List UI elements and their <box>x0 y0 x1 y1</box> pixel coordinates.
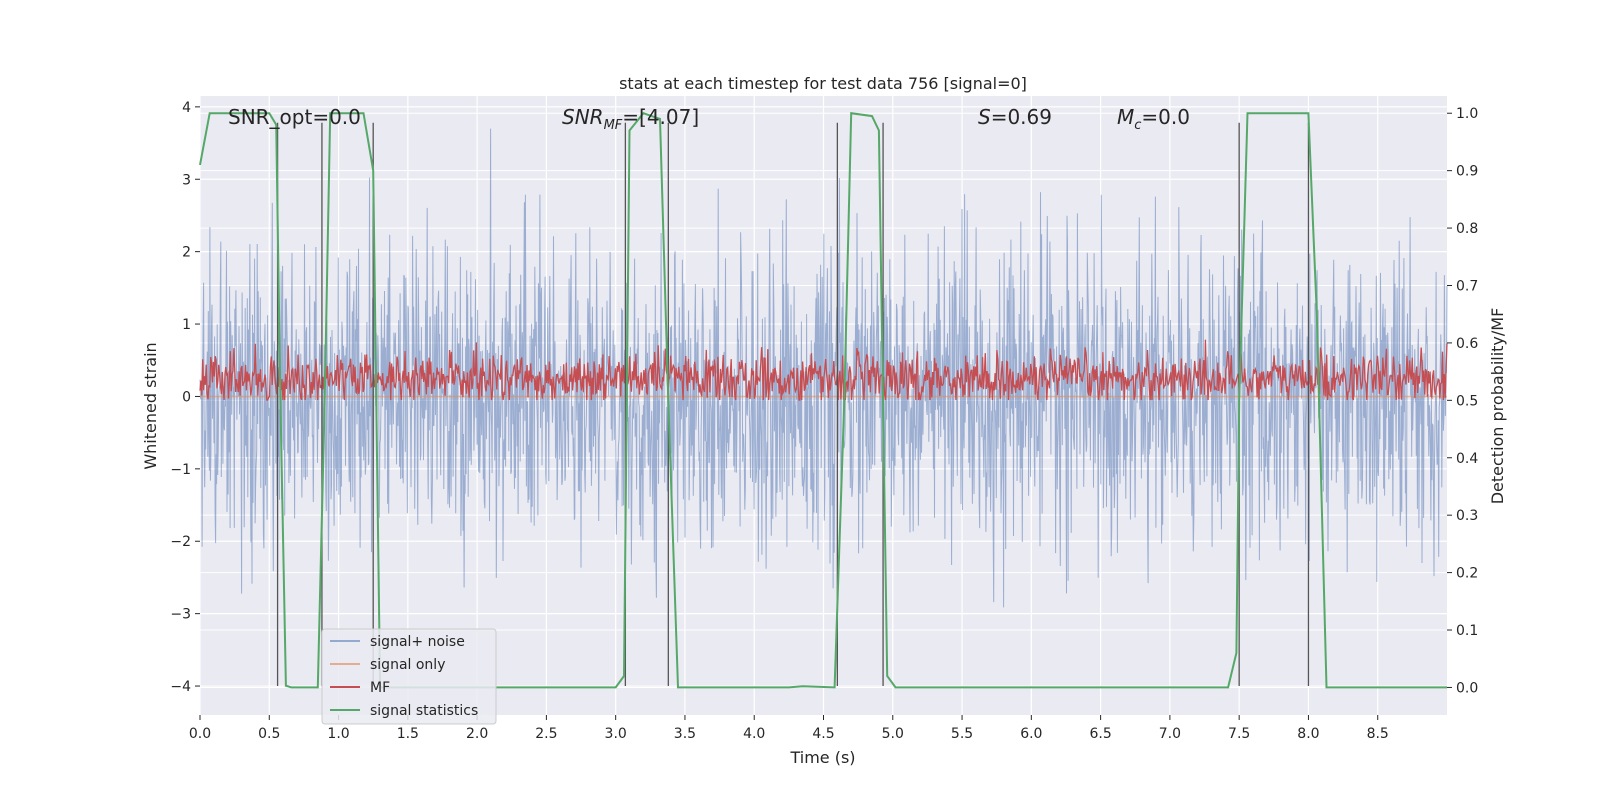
y-tick-label-left: 3 <box>182 172 191 188</box>
y-tick-label-right: 0.5 <box>1456 393 1478 409</box>
y-tick-label-right: 0.4 <box>1456 451 1478 467</box>
x-tick-label: 8.5 <box>1367 726 1389 742</box>
x-tick-label: 2.5 <box>535 726 557 742</box>
x-tick-label: 1.5 <box>397 726 419 742</box>
y-tick-label-right: 0.9 <box>1456 164 1478 180</box>
legend: signal+ noise signal only MF signal stat… <box>321 628 497 725</box>
x-tick-label: 1.0 <box>327 726 349 742</box>
axis-ticks: 0.0 0.5 1.0 1.5 2.0 2.5 3.0 3.5 4.0 4.5 5.0 5.5 6.0 6… <box>170 100 1478 742</box>
annotation-s: S=0.69 <box>978 105 1052 129</box>
x-tick-label: 0.0 <box>189 726 211 742</box>
annotation-snr-opt: SNR_opt=0.0 <box>228 105 361 129</box>
x-tick-label: 7.5 <box>1228 726 1250 742</box>
y-tick-label-right: 0.6 <box>1456 336 1478 352</box>
x-tick-label: 4.5 <box>812 726 834 742</box>
y-tick-label-right: 1.0 <box>1456 106 1478 122</box>
y-tick-label-right: 0.3 <box>1456 508 1478 524</box>
y-tick-label-right: 0.8 <box>1456 221 1478 237</box>
y-tick-label-right: 0.7 <box>1456 278 1478 294</box>
legend-label: signal+ noise <box>370 634 465 650</box>
chart-title: stats at each timestep for test data 756… <box>619 74 1027 93</box>
y-tick-label-right: 0.1 <box>1456 623 1478 639</box>
x-tick-label: 8.0 <box>1297 726 1319 742</box>
y-tick-label-left: 2 <box>182 245 191 261</box>
legend-item: signal statistics <box>330 703 478 719</box>
legend-label: signal only <box>370 657 445 673</box>
y-tick-label-left: −1 <box>170 462 191 478</box>
signal-statistics-series <box>199 112 1447 689</box>
x-tick-label: 5.5 <box>951 726 973 742</box>
y-tick-label-left: −3 <box>170 607 191 623</box>
y-axis-label-right: Detection probability/MF <box>1488 308 1507 505</box>
legend-item: signal+ noise <box>330 634 465 650</box>
legend-item: MF <box>330 680 390 696</box>
y-tick-label-left: 4 <box>182 100 191 116</box>
x-tick-label: 5.0 <box>882 726 904 742</box>
y-tick-label-right: 0.2 <box>1456 566 1478 582</box>
x-tick-label: 0.5 <box>258 726 280 742</box>
y-tick-label-left: −4 <box>170 679 191 695</box>
x-tick-label: 2.0 <box>466 726 488 742</box>
y-tick-label-left: −2 <box>170 534 191 550</box>
y-tick-label-left: 1 <box>182 317 191 333</box>
x-tick-label: 4.0 <box>743 726 765 742</box>
legend-item: signal only <box>330 657 445 673</box>
y-tick-label-right: 0.0 <box>1456 680 1478 696</box>
legend-label: signal statistics <box>370 703 478 719</box>
y-axis-label-left: Whitened strain <box>141 342 160 469</box>
annotation-mc: Mc=0.0 <box>1117 105 1190 133</box>
x-tick-label: 7.0 <box>1159 726 1181 742</box>
y-tick-label-left: 0 <box>182 389 191 405</box>
annotation-snr-mf: SNRMF=[4.07] <box>562 105 699 133</box>
x-tick-label: 3.0 <box>605 726 627 742</box>
x-tick-label: 6.0 <box>1020 726 1042 742</box>
legend-label: MF <box>370 680 390 696</box>
signal-statistics-line <box>199 112 1447 689</box>
legend-frame <box>321 628 497 725</box>
x-tick-label: 3.5 <box>674 726 696 742</box>
x-axis-label: Time (s) <box>789 748 855 767</box>
x-tick-label: 6.5 <box>1089 726 1111 742</box>
